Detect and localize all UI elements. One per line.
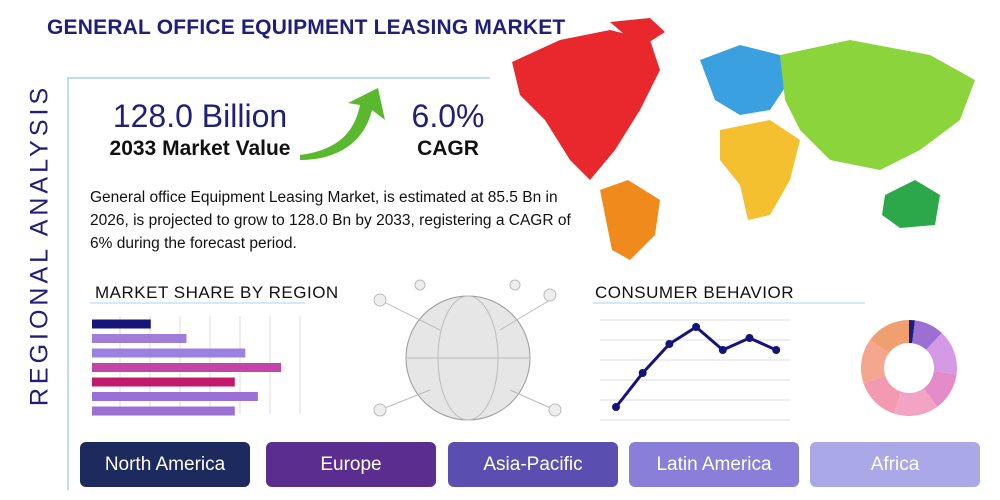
line-grid [600, 319, 790, 421]
globe-icon [373, 279, 562, 421]
region-tab[interactable]: Europe [266, 442, 436, 487]
bar [92, 348, 246, 358]
donut-slice [923, 371, 957, 407]
arrow-icon [300, 88, 385, 160]
region-tab[interactable]: Africa [810, 442, 980, 487]
donut-slice [909, 320, 916, 344]
point [772, 346, 781, 354]
region-tab[interactable]: Latin America [629, 442, 799, 487]
point [745, 334, 754, 342]
point [612, 403, 620, 411]
point [665, 340, 674, 348]
bar [92, 406, 235, 416]
cagr-value: 6.0% [411, 98, 485, 134]
market-value-label: 2033 Market Value [109, 137, 291, 160]
donut-slice [861, 339, 889, 383]
bar [92, 319, 151, 329]
point [718, 346, 727, 354]
bar [92, 377, 235, 387]
donut-slice [926, 333, 957, 375]
market-value: 128.0 Billion [112, 98, 288, 134]
point [638, 369, 647, 377]
bar [92, 334, 187, 343]
side-label: REGIONAL ANALYSIS [25, 83, 54, 407]
frame [67, 77, 490, 490]
donut-slice [894, 388, 938, 416]
cagr-label: CAGR [417, 137, 479, 160]
section-title: CONSUMER BEHAVIOR [595, 283, 794, 302]
point [692, 323, 701, 331]
section-title: MARKET SHARE BY REGION [95, 283, 339, 302]
donut-slice [870, 320, 909, 354]
page-title: GENERAL OFFICE EQUIPMENT LEASING MARKET [47, 16, 566, 39]
bar [92, 363, 281, 372]
region-tab[interactable]: North America [80, 442, 250, 487]
bar [92, 392, 258, 401]
chart-marks [92, 319, 957, 416]
donut-slice [912, 320, 942, 350]
donut-slice [863, 375, 902, 414]
world-map [512, 18, 975, 260]
region-tab[interactable]: Asia-Pacific [448, 442, 618, 487]
description: General office Equipment Leasing Market,… [90, 189, 571, 252]
